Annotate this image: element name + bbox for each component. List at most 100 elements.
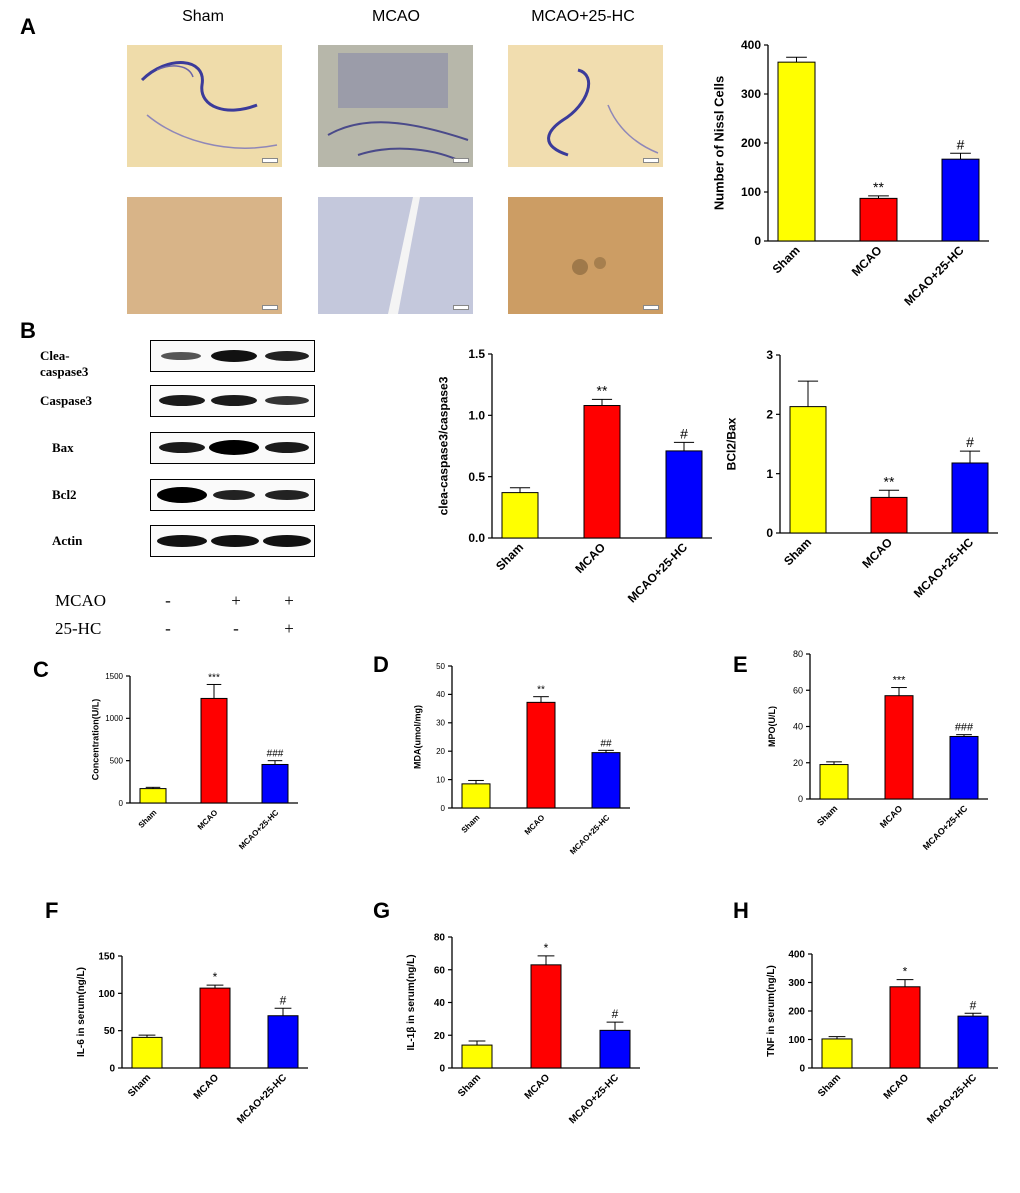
scale-bar bbox=[262, 158, 278, 163]
panel-label-b: B bbox=[20, 318, 36, 343]
chart-tnf: 0 100 200 300 400 TNF in serum(ng/L) Sham * MCAO… bbox=[766, 950, 998, 1126]
y-tick-label: 300 bbox=[741, 87, 761, 101]
bar bbox=[821, 1038, 853, 1069]
panel-label-h: H bbox=[733, 898, 749, 923]
blot-lane-box bbox=[150, 385, 315, 417]
x-tick-label: MCAO+25-HC bbox=[567, 1072, 621, 1126]
micrograph-title-mcao: MCAO bbox=[372, 8, 420, 25]
micrograph-mcao-high bbox=[318, 197, 473, 314]
micrograph-hc-low bbox=[508, 45, 663, 167]
panel-label-f: F bbox=[45, 898, 59, 923]
y-tick-label: 60 bbox=[434, 965, 446, 976]
y-tick-label: 0.0 bbox=[468, 531, 485, 545]
x-tick-label: MCAO+25-HC bbox=[921, 803, 970, 852]
x-tick-label: Sham bbox=[456, 1072, 483, 1099]
x-tick-label: MCAO bbox=[849, 243, 885, 279]
significance-mark: * bbox=[544, 941, 549, 955]
y-axis-label: IL-6 in serum(ng/L) bbox=[76, 967, 87, 1057]
x-tick-label: MCAO bbox=[878, 803, 905, 830]
y-tick-label: 200 bbox=[788, 1007, 805, 1018]
significance-mark: # bbox=[970, 998, 977, 1012]
x-tick-label: MCAO bbox=[572, 540, 608, 576]
hippocampus-stain-sham bbox=[140, 61, 278, 149]
condition-mark: - bbox=[165, 591, 171, 610]
panel-label-e: E bbox=[733, 652, 748, 677]
y-axis-label: Concentration(U/L) bbox=[90, 699, 100, 781]
chart-il6: 0 50 100 150 IL-6 in serum(ng/L) Sham * MCAO # MC… bbox=[76, 952, 308, 1126]
bar bbox=[131, 1036, 163, 1069]
y-tick-label: 500 bbox=[110, 756, 124, 765]
condition-mark: + bbox=[284, 591, 294, 610]
y-tick-label: 0 bbox=[766, 526, 773, 540]
condition-mark: + bbox=[284, 619, 294, 638]
y-tick-label: 0 bbox=[798, 794, 803, 804]
bar bbox=[884, 695, 914, 800]
x-tick-label: MCAO+25-HC bbox=[901, 243, 967, 309]
band bbox=[211, 535, 259, 547]
significance-mark: # bbox=[680, 425, 688, 441]
significance-mark: *** bbox=[208, 672, 220, 683]
y-tick-label: 1 bbox=[766, 467, 773, 481]
bar bbox=[526, 701, 556, 809]
y-tick-label: 0 bbox=[754, 234, 761, 248]
bar bbox=[461, 783, 491, 809]
significance-mark: * bbox=[213, 970, 218, 984]
condition-mark: + bbox=[231, 591, 241, 610]
y-tick-label: 100 bbox=[98, 989, 115, 1000]
y-tick-label: 40 bbox=[434, 998, 446, 1009]
x-tick-label: Sham bbox=[770, 243, 803, 276]
y-tick-label: 300 bbox=[788, 978, 805, 989]
band bbox=[263, 535, 311, 547]
chart-mpo: 0 20 40 60 80 MPO(U/L) Sham *** MCAO ### MCAO+25-H… bbox=[767, 649, 988, 852]
chart-concentration: 0 500 1000 1500 Concentration(U/L) Sham *** MCA… bbox=[90, 672, 298, 851]
chart-mda: 0 10 20 30 40 50 MDA(umol/mg) Sham ** MCAO ## MCAO+… bbox=[412, 662, 630, 856]
bar bbox=[951, 462, 989, 534]
bar bbox=[583, 405, 621, 539]
x-tick-label: Sham bbox=[126, 1072, 153, 1099]
significance-mark: * bbox=[903, 965, 908, 979]
y-tick-label: 400 bbox=[741, 38, 761, 52]
band bbox=[161, 352, 201, 360]
bar bbox=[870, 496, 908, 534]
tissue-tear-mcao bbox=[388, 197, 420, 314]
x-tick-label: Sham bbox=[493, 540, 526, 573]
y-tick-label: 2 bbox=[766, 408, 773, 422]
x-tick-label: Sham bbox=[137, 808, 159, 830]
band bbox=[211, 350, 257, 362]
tissue-spots-hc bbox=[572, 257, 606, 275]
significance-mark: ### bbox=[267, 749, 284, 760]
scale-bar bbox=[643, 158, 659, 163]
blot-label: Bax bbox=[52, 440, 74, 455]
y-axis-label: Number of Nissl Cells bbox=[712, 76, 727, 210]
y-tick-label: 0 bbox=[109, 1064, 115, 1075]
bar bbox=[777, 61, 816, 242]
y-tick-label: 150 bbox=[98, 952, 115, 963]
condition-mark: - bbox=[233, 619, 239, 638]
bar bbox=[200, 697, 228, 804]
x-tick-label: MCAO bbox=[882, 1072, 912, 1102]
band bbox=[265, 396, 309, 405]
x-tick-label: MCAO+25-HC bbox=[237, 808, 280, 851]
y-tick-label: 50 bbox=[436, 662, 445, 671]
bar bbox=[949, 735, 979, 800]
significance-mark: # bbox=[612, 1007, 619, 1021]
x-tick-label: Sham bbox=[815, 803, 839, 827]
y-tick-label: 400 bbox=[788, 950, 805, 961]
x-tick-label: MCAO bbox=[523, 1072, 553, 1102]
y-tick-label: 80 bbox=[793, 649, 803, 659]
y-tick-label: 40 bbox=[793, 722, 803, 732]
micrograph-mcao-low bbox=[318, 45, 473, 167]
band bbox=[265, 490, 309, 500]
y-axis-label: MPO(U/L) bbox=[767, 706, 777, 747]
x-tick-label: MCAO bbox=[196, 808, 220, 832]
y-tick-label: 0 bbox=[441, 804, 446, 813]
bar bbox=[859, 197, 898, 242]
band bbox=[211, 395, 257, 406]
blot-lane-box bbox=[150, 525, 315, 557]
y-tick-label: 0 bbox=[119, 799, 124, 808]
bar bbox=[591, 752, 621, 809]
condition-label-mcao: MCAO bbox=[55, 591, 107, 610]
x-tick-label: Sham bbox=[781, 535, 814, 568]
significance-mark: # bbox=[280, 993, 287, 1007]
bar bbox=[139, 788, 167, 804]
